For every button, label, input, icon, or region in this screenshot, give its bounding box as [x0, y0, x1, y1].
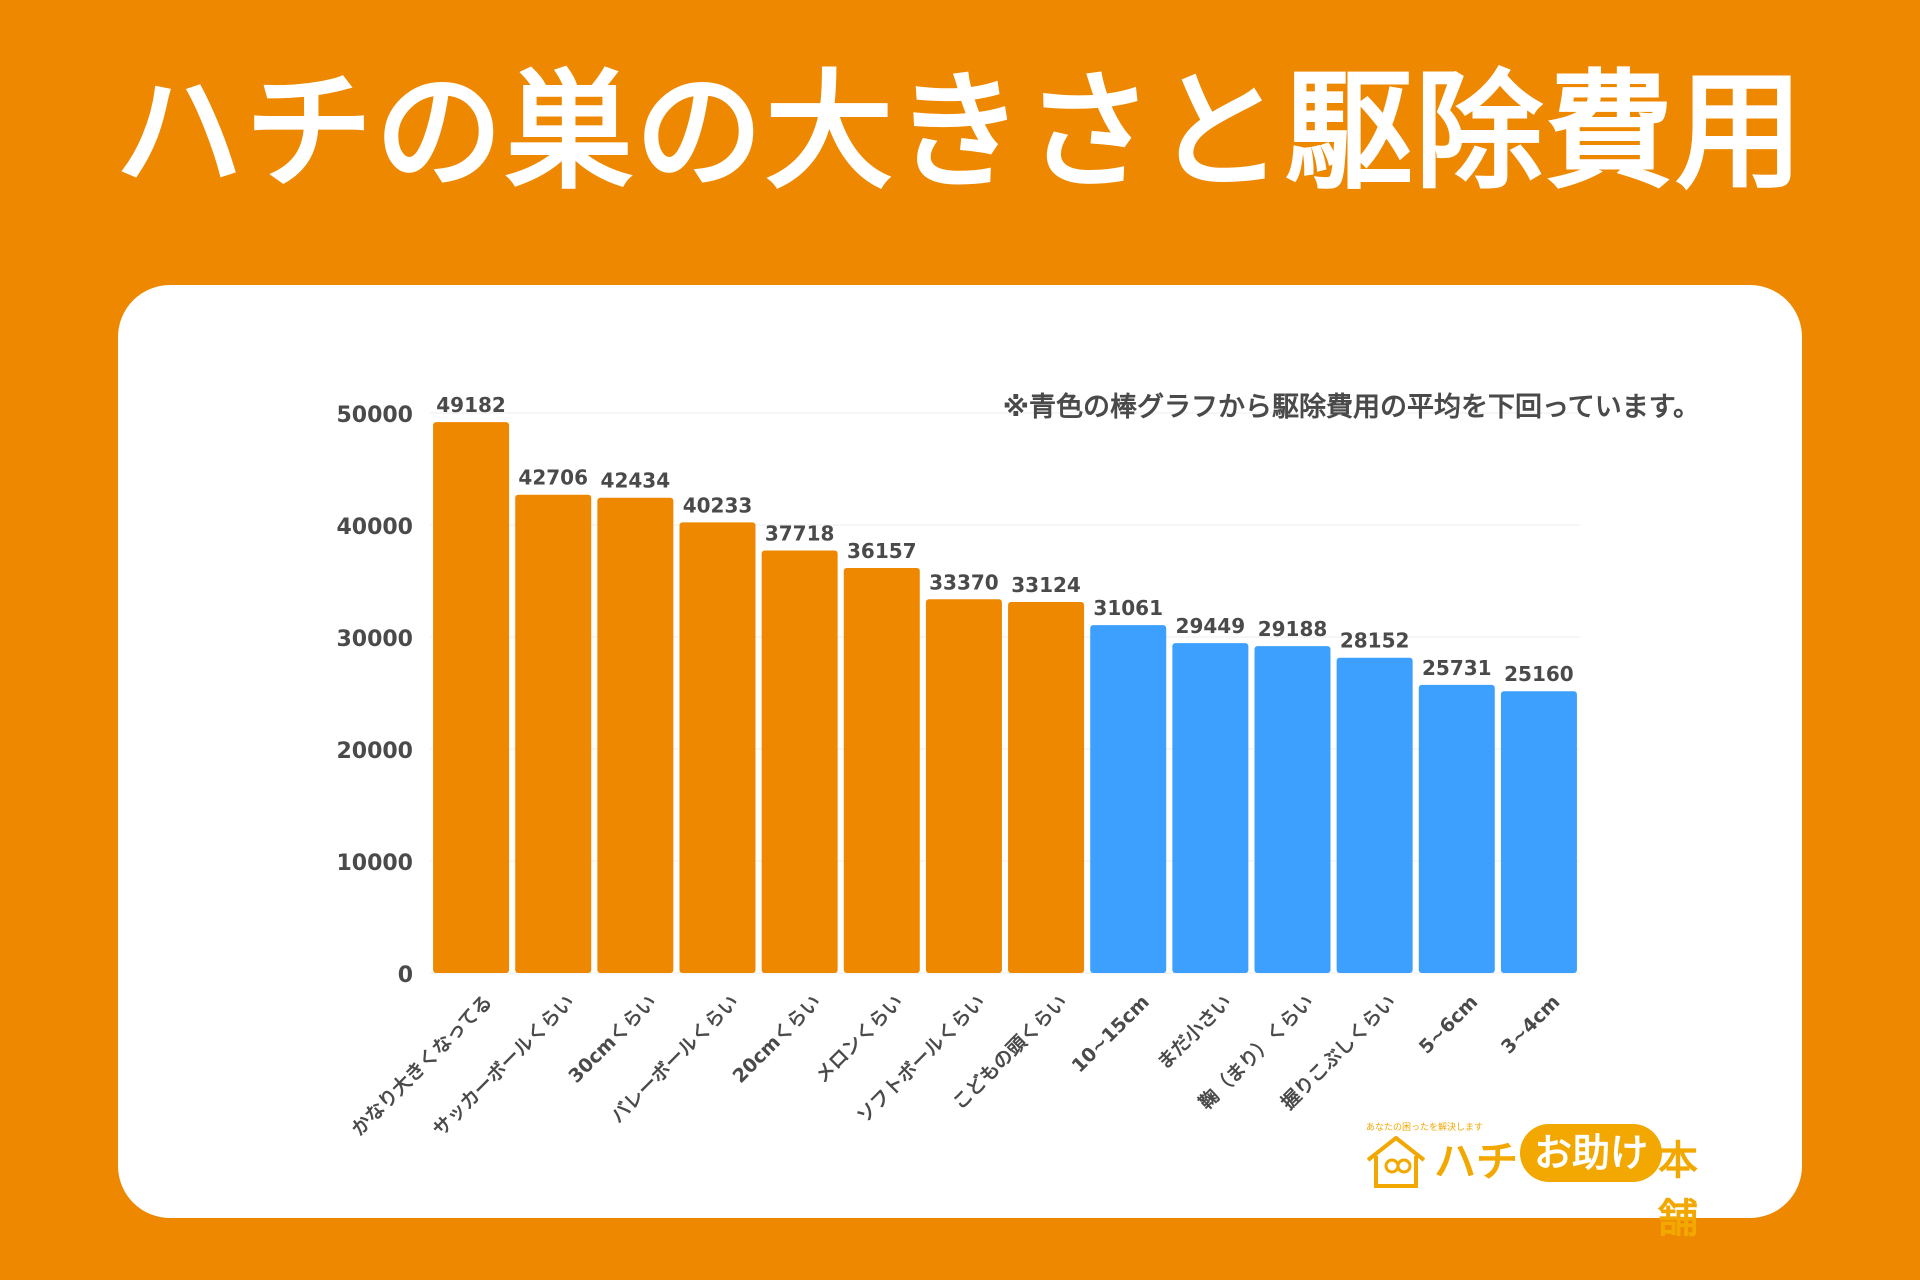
bar-value-label: 36157	[847, 539, 917, 563]
y-tick-label: 30000	[336, 627, 413, 652]
bar-value-label: 37718	[765, 522, 835, 546]
logo-text-hachi: ハチ	[1434, 1137, 1519, 1186]
x-tick-label: 10~15cm	[1068, 991, 1154, 1077]
logo-text-otasuke: お助け	[1520, 1124, 1663, 1182]
x-tick-label: サッカーボールくらい	[429, 991, 579, 1141]
bar	[679, 522, 756, 973]
bar	[925, 599, 1002, 973]
x-tick-label: まだ小さい	[1153, 991, 1236, 1074]
data-labels: 49182 42706 42434 40233 37718 36157 33370 33124…	[436, 393, 1573, 686]
x-tick-label: 3~4cm	[1497, 991, 1564, 1058]
x-tick-label: かなり大きくなってる	[347, 990, 497, 1140]
bar-value-label: 42434	[601, 469, 671, 493]
logo-tagline: あなたの困ったを解決します	[1366, 1123, 1484, 1133]
bar	[761, 550, 838, 973]
bar-value-label: 33124	[1011, 573, 1081, 597]
y-tick-label: 20000	[336, 739, 413, 764]
page-title: ハチの巣の大きさと駆除費用	[114, 58, 1805, 207]
bar	[433, 422, 510, 973]
bar-value-label: 49182	[436, 393, 506, 417]
logo-text-honpo: 本舗	[1658, 1138, 1698, 1242]
bar-value-label: 28152	[1340, 629, 1410, 653]
bar	[1418, 684, 1495, 973]
bar	[597, 497, 674, 973]
y-axis-ticks: 0 10000 20000 30000 40000 50000	[336, 403, 413, 988]
x-tick-label: 20cmくらい	[729, 991, 826, 1088]
bar	[843, 568, 920, 973]
bar	[1090, 625, 1167, 973]
x-axis-ticks: かなり大きくなってるサッカーボールくらい30cmくらいバレーボールくらい20cm…	[347, 990, 1565, 1141]
y-tick-label: 50000	[336, 403, 413, 428]
bar	[1254, 646, 1331, 973]
chart-note: ※青色の棒グラフから駆除費用の平均を下回っています。	[1002, 392, 1700, 423]
x-tick-label: 5~6cm	[1415, 991, 1482, 1058]
bar-value-label: 33370	[929, 570, 999, 594]
house-icon	[1366, 1136, 1426, 1188]
bar-value-label: 29449	[1176, 614, 1246, 638]
bar-value-label: 42706	[518, 466, 588, 490]
bar-value-label: 40233	[683, 493, 753, 517]
bar-value-label: 25731	[1422, 656, 1492, 680]
bar	[515, 494, 592, 973]
bar	[1500, 691, 1577, 973]
bar	[1172, 643, 1249, 973]
bar	[1008, 602, 1085, 973]
bar-value-label: 25160	[1504, 662, 1574, 686]
bar	[1336, 657, 1413, 973]
y-tick-label: 0	[398, 963, 413, 988]
bar-value-label: 29188	[1258, 617, 1328, 641]
y-tick-label: 40000	[336, 515, 413, 540]
y-tick-label: 10000	[336, 851, 413, 876]
bars	[433, 422, 1577, 973]
bar-value-label: 31061	[1093, 596, 1163, 620]
brand-logo: あなたの困ったを解決します ハチ お助け 本舗	[1362, 1120, 1732, 1242]
